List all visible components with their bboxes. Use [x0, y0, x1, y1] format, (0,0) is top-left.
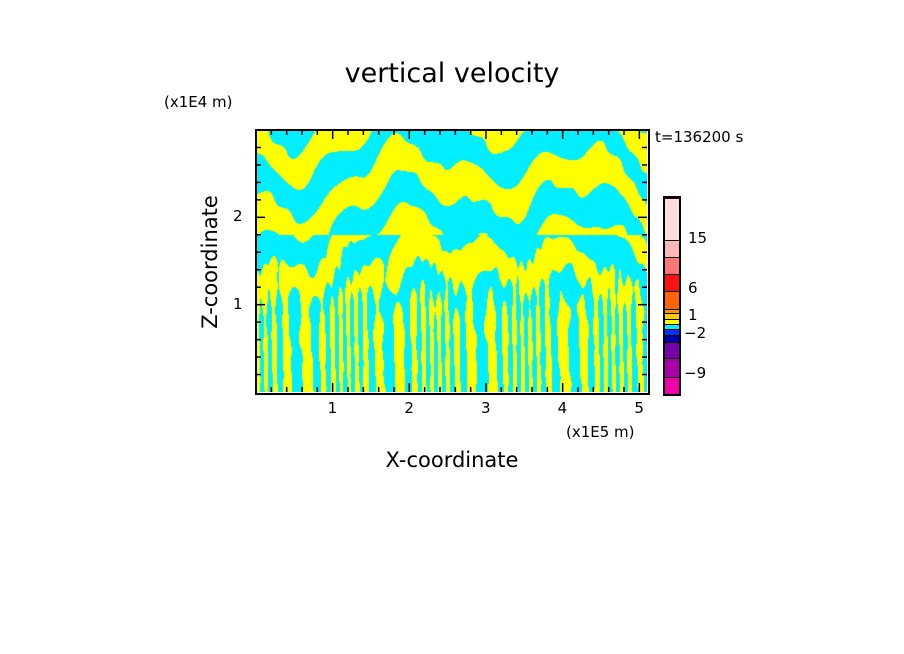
- colorbar-segment: [665, 291, 679, 309]
- colorbar-tick-label: 6: [688, 279, 698, 297]
- colorbar-tick-label: −9: [684, 364, 707, 382]
- time-annotation: t=136200 s: [655, 128, 744, 146]
- y-tick-label: 1: [233, 294, 243, 313]
- x-tick-label: 3: [481, 399, 491, 417]
- x-axis-unit: (x1E5 m): [566, 423, 635, 441]
- contour-field: [256, 130, 647, 392]
- colorbar-segment: [665, 312, 679, 319]
- colorbar-segment: [665, 240, 679, 257]
- y-axis-unit: (x1E4 m): [164, 93, 233, 111]
- colorbar-segment: [665, 308, 679, 313]
- colorbar-segment: [665, 257, 679, 275]
- x-tick-label: 5: [634, 399, 644, 417]
- colorbar-tick-label: 15: [688, 229, 708, 247]
- colorbar-segment: [665, 377, 679, 394]
- colorbar-segment: [665, 318, 679, 324]
- colorbar-segment: [665, 198, 679, 241]
- colorbar-segment: [665, 274, 679, 292]
- colorbar-tick-label: 1: [688, 306, 698, 324]
- colorbar-segment: [665, 329, 679, 336]
- y-tick-label: 2: [233, 207, 243, 226]
- chart-title: vertical velocity: [344, 58, 560, 89]
- colorbar: [663, 196, 681, 396]
- colorbar-segment: [665, 358, 679, 378]
- plot-frame: [255, 129, 650, 395]
- x-tick-label: 2: [404, 399, 414, 417]
- colorbar-segment: [665, 335, 679, 342]
- colorbar-tick-label: −2: [684, 324, 707, 342]
- x-tick-label: 4: [557, 399, 568, 417]
- x-axis-label: X-coordinate: [385, 448, 519, 472]
- x-tick-label: 1: [327, 399, 338, 417]
- colorbar-segment: [665, 323, 679, 330]
- colorbar-segment: [665, 342, 679, 358]
